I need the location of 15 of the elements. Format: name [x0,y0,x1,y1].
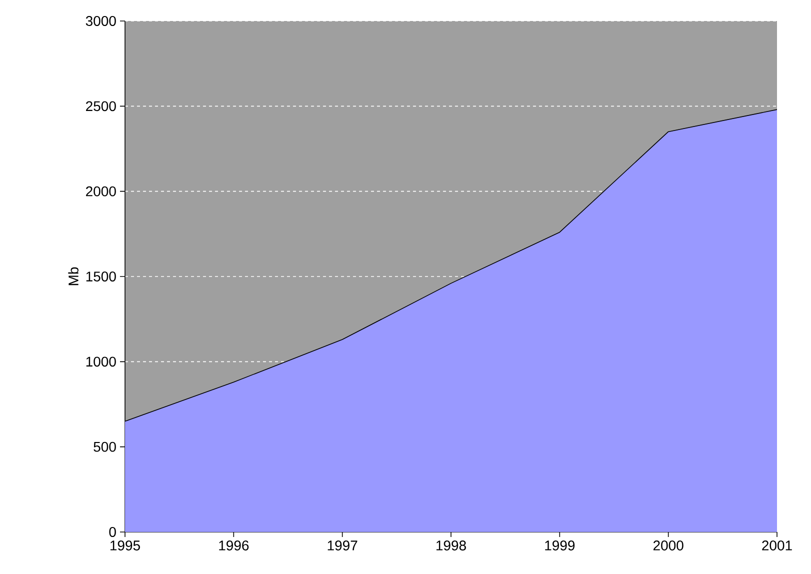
x-tick-label: 1996 [219,540,249,550]
x-tick-label: 1998 [436,540,466,550]
y-tick-label: 1000 [86,356,116,367]
y-tick-label: 0 [109,527,116,537]
x-tick-label: 2000 [653,540,684,550]
y-tick-label: 500 [94,442,116,452]
y-axis-title: Mb [68,267,78,286]
x-tick-label: 1997 [328,540,358,550]
y-tick-label: 1500 [86,272,116,282]
y-tick-label: 2500 [86,101,116,112]
x-tick-label: 1999 [545,540,575,550]
x-tick-label: 1995 [110,540,140,550]
y-tick-label: 2000 [86,186,116,196]
y-tick-label: 3000 [86,16,116,26]
x-tick-label: 2001 [762,540,792,550]
